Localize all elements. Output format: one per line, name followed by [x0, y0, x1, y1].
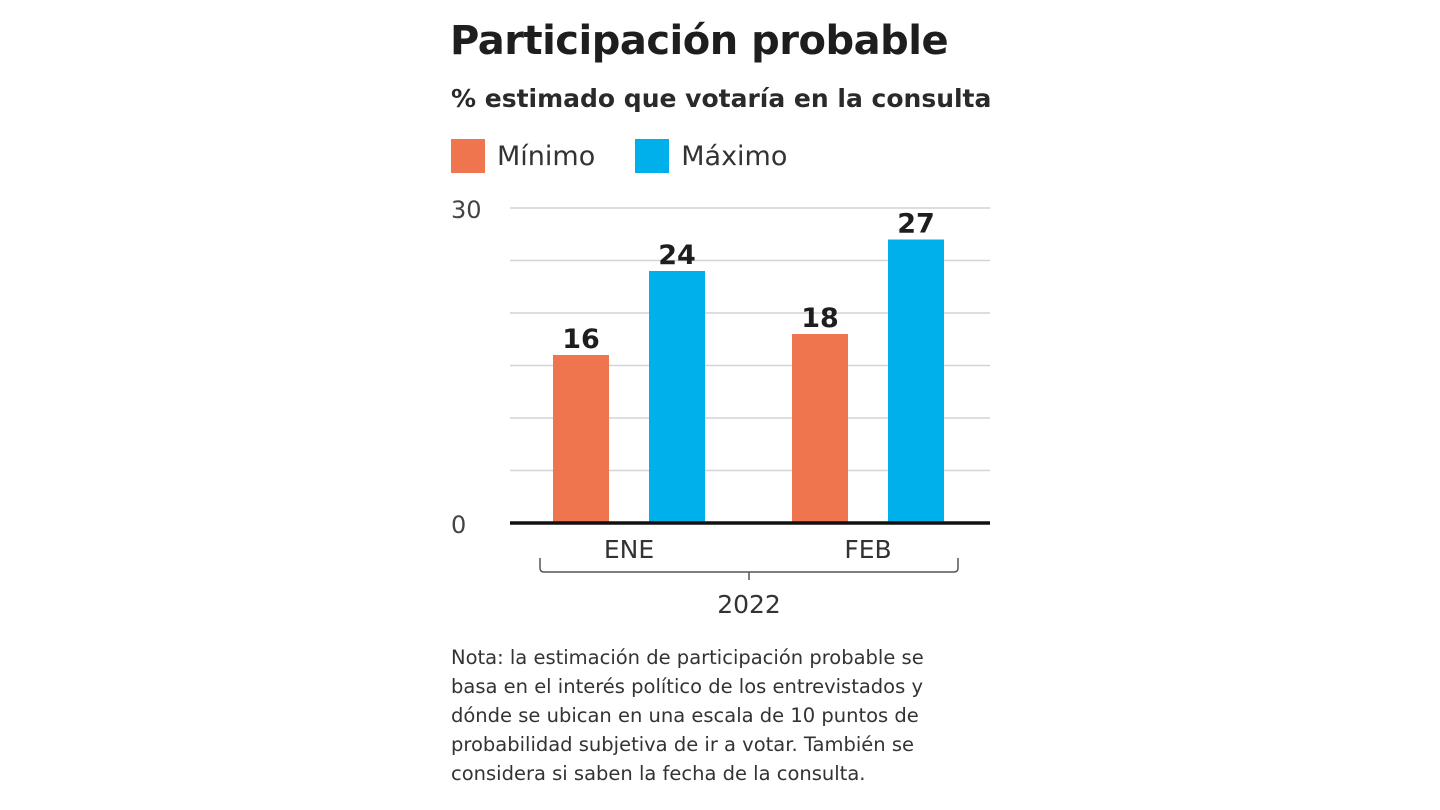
chart-subtitle: % estimado que votaría en la consulta	[451, 84, 992, 113]
year-bracket	[539, 558, 959, 580]
legend: Mínimo Máximo	[451, 139, 827, 173]
legend-item-maximo: Máximo	[635, 139, 787, 173]
legend-label-minimo: Mínimo	[497, 140, 596, 172]
legend-item-minimo: Mínimo	[451, 139, 595, 173]
legend-swatch-maximo	[635, 139, 670, 173]
chart-title: Participación probable	[450, 18, 949, 64]
y-tick-label: 0	[451, 511, 466, 539]
bar-ene-1	[649, 271, 705, 523]
bar-feb-0	[792, 334, 848, 523]
bar-feb-1	[888, 239, 944, 523]
data-label: 24	[658, 240, 696, 271]
group-label: 2022	[717, 590, 781, 619]
legend-swatch-minimo	[451, 139, 485, 173]
x-tick-label: FEB	[844, 535, 891, 564]
chart-note: Nota: la estimación de participación pro…	[451, 646, 924, 785]
legend-label-maximo: Máximo	[681, 140, 788, 172]
bar-ene-0	[553, 355, 609, 523]
data-label: 16	[562, 324, 600, 355]
data-label: 18	[801, 303, 839, 334]
x-tick-label: ENE	[604, 535, 654, 564]
y-tick-label: 30	[451, 196, 482, 224]
data-label: 27	[897, 209, 935, 240]
